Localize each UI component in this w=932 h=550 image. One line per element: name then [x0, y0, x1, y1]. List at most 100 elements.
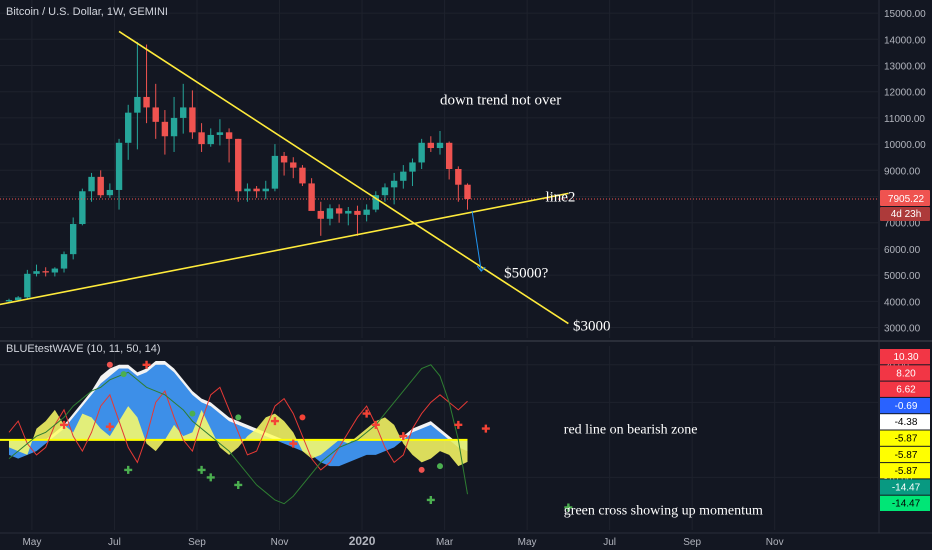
candle-up — [409, 162, 416, 172]
candle-up — [244, 188, 251, 192]
price-axis-tick: 5000.00 — [884, 271, 921, 282]
candle-up — [180, 107, 187, 118]
price-axis-tick: 15000.00 — [884, 9, 926, 20]
candle-down — [198, 132, 205, 145]
projection-arrow-head — [476, 265, 486, 272]
candle-up — [106, 189, 114, 196]
cross-marker — [105, 422, 114, 431]
price-axis-tick: 6000.00 — [884, 245, 921, 256]
candle-up — [79, 191, 86, 225]
time-axis-tick: Nov — [271, 537, 289, 548]
countdown-badge — [880, 206, 930, 221]
osc-value-text: -5.87 — [895, 450, 918, 461]
time-axis-tick: Nov — [766, 537, 784, 548]
cross-marker — [481, 424, 490, 433]
dot-marker — [418, 466, 425, 473]
osc-value-text: 6.62 — [896, 385, 916, 396]
projection-arrow-line — [471, 210, 482, 272]
price-annotation: line2 — [545, 190, 575, 206]
countdown-text: 4d 23h — [891, 209, 922, 220]
oscillator-green-line — [8, 364, 468, 505]
price-axis-tick: 7000.00 — [884, 219, 921, 230]
osc-value-text: 10.30 — [893, 352, 918, 363]
cross-marker — [234, 480, 243, 489]
dot-marker — [106, 361, 113, 368]
candle-down — [253, 188, 260, 192]
osc-value-text: -5.87 — [895, 466, 918, 477]
candle-up — [14, 297, 22, 301]
candle-up — [207, 134, 214, 145]
osc-value-text: -0.69 — [895, 401, 918, 412]
cross-marker — [142, 360, 151, 369]
time-axis-tick: Sep — [683, 537, 701, 548]
candle-down — [280, 155, 288, 163]
dot-marker — [235, 414, 242, 421]
symbol-title[interactable]: Bitcoin / U.S. Dollar, 1W, GEMINI — [6, 6, 168, 18]
candle-up — [69, 224, 77, 255]
price-annotation: down trend not over — [440, 93, 561, 109]
osc-value-badge — [880, 381, 930, 397]
indicator-title[interactable]: BLUEtestWAVE (10, 11, 50, 14) — [6, 343, 161, 355]
candle-down — [42, 271, 49, 273]
candle-up — [381, 187, 389, 196]
candle-up — [134, 96, 141, 113]
osc-value-badge — [880, 349, 930, 365]
dot-marker — [436, 463, 443, 470]
candle-up — [436, 142, 444, 149]
indicator-annotation: red line on bearish zone — [564, 423, 698, 438]
candles — [5, 41, 471, 303]
cross-marker — [197, 465, 206, 474]
osc-value-badge — [880, 463, 930, 479]
cross-marker — [564, 503, 573, 512]
candle-down — [152, 107, 159, 122]
candle-up — [216, 132, 224, 135]
candle-down — [290, 162, 297, 168]
time-axis-tick: 2020 — [349, 534, 376, 548]
dot-marker — [299, 414, 306, 421]
cross-marker — [124, 465, 133, 474]
price-axis-tick: 4000.00 — [884, 297, 921, 308]
candle-up — [400, 171, 407, 181]
candle-up — [372, 195, 379, 210]
osc-value-badge — [880, 414, 930, 430]
cross-marker — [426, 495, 435, 504]
cross-marker — [371, 420, 380, 429]
candle-up — [418, 142, 425, 163]
candle-up — [363, 209, 370, 215]
candle-down — [308, 183, 315, 211]
candle-down — [97, 176, 104, 196]
candle-down — [354, 210, 361, 215]
wave-yellow-area — [9, 406, 468, 467]
cross-marker — [289, 439, 298, 448]
osc-value-text: -14.47 — [892, 482, 921, 493]
candle-down — [445, 142, 453, 169]
candle-up — [326, 208, 334, 219]
candle-up — [60, 254, 68, 269]
candle-down — [143, 96, 150, 108]
last-price-text: 7905.22 — [888, 194, 925, 205]
candle-down — [427, 142, 435, 149]
price-annotation: $5000? — [504, 265, 549, 281]
osc-value-text: 8.20 — [896, 368, 916, 379]
osc-value-badge — [880, 365, 930, 381]
price-axis-tick: 3000.00 — [884, 324, 921, 335]
candle-up — [88, 176, 95, 192]
candle-up — [345, 210, 352, 214]
candle-up — [390, 180, 398, 188]
last-price-badge — [880, 189, 930, 206]
time-axis-tick: May — [518, 537, 537, 548]
osc-value-text: -14.47 — [892, 499, 921, 510]
cross-marker — [206, 473, 215, 482]
trendline — [0, 192, 569, 306]
time-axis-tick: Jul — [603, 537, 616, 548]
indicator-annotation: green cross showing up momentum — [564, 503, 763, 518]
osc-value-badge — [880, 479, 930, 495]
time-axis-tick: Jul — [108, 537, 121, 548]
price-axis-tick: 10000.00 — [884, 140, 926, 151]
candle-up — [170, 117, 178, 137]
price-axis-tick: 11000.00 — [884, 114, 925, 125]
cross-marker — [454, 420, 463, 429]
price-axis-tick: 9000.00 — [884, 166, 921, 177]
price-axis-tick: 12000.00 — [884, 88, 926, 99]
